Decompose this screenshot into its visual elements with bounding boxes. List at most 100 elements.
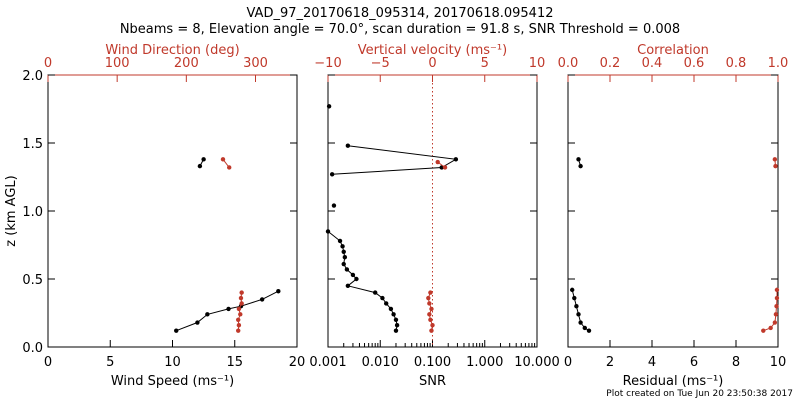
data-point [239,290,244,295]
data-point [428,317,433,322]
bottom-tick-label: 4 [648,355,656,370]
data-point [350,272,356,278]
data-point [238,312,243,317]
series-line [176,290,279,332]
data-point [393,317,399,322]
bottom-tick-label: 0.001 [309,355,346,370]
data-point [325,229,331,234]
bottom-tick-label: 0.100 [414,355,451,370]
data-point [426,295,431,301]
data-point [427,312,432,317]
top-tick-label: 10 [529,56,546,71]
top-tick-label: 0.4 [642,56,663,71]
data-point [773,312,779,317]
y-tick-label: 1.5 [22,137,43,152]
bottom-tick-label: 20 [289,355,306,370]
panel-snr-vertical-velocity: 0.001 0.010 0.100 1.000 10.000 SNR −10 −5 0 5 10 Ve… [309,43,559,389]
data-point [772,157,778,162]
bottom-tick-label: 0 [44,355,52,370]
top-tick-label: 0.6 [684,56,705,71]
data-point [259,297,265,302]
data-point [372,290,378,295]
data-point [428,290,433,295]
data-point [238,295,244,301]
panel-wind-speed-direction: 0 5 10 15 20 Wind Speed (ms⁻¹) 0 100 200 300 Wind … [4,43,305,389]
data-point [226,306,231,312]
data-point [586,328,592,333]
top-tick-label: 200 [174,56,199,71]
data-point [380,295,385,301]
data-point [236,317,241,322]
bottom-tick-label: 1.000 [466,355,503,370]
top-tick-label: 5 [481,56,489,71]
data-point [276,289,281,294]
data-point [774,287,780,293]
data-point [236,306,242,312]
data-point [572,295,577,301]
data-point [342,255,348,260]
figure-subtitle: Nbeams = 8, Elevation angle = 70.0°, sca… [120,22,680,37]
data-point [384,301,389,306]
data-point [429,306,434,312]
top-axis-label: Vertical velocity (ms⁻¹) [358,43,507,58]
data-point [236,328,241,333]
data-point [236,323,242,328]
data-point [341,261,346,267]
bottom-tick-label: 2 [606,355,614,370]
data-point [773,163,778,169]
bottom-tick-label: 10.000 [514,355,560,370]
top-tick-label: −10 [314,56,341,71]
data-point [201,157,206,162]
data-point [772,320,778,325]
top-tick-label: 0.8 [726,56,747,71]
data-point [578,320,583,325]
top-tick-label: 300 [243,56,268,71]
data-point [578,163,583,169]
data-point [393,328,399,333]
top-tick-label: 0.0 [558,56,579,71]
series-line [332,145,458,175]
plot-frame [567,74,779,348]
data-point [341,249,346,254]
bottom-tick-label: 8 [732,355,740,370]
data-point [340,244,345,249]
data-point [435,159,440,165]
top-axis-label: Correlation [637,43,709,58]
data-point [331,203,337,208]
bottom-tick-label: 10 [164,355,181,370]
top-tick-label: 1.0 [768,56,789,71]
data-point [394,323,400,328]
bottom-tick-label: 15 [226,355,243,370]
bottom-tick-label: 10 [770,355,787,370]
data-point [391,312,396,317]
data-point [574,304,579,309]
top-tick-label: −5 [371,56,390,71]
bottom-axis-label: Wind Speed (ms⁻¹) [111,374,234,389]
data-point [344,267,350,272]
data-point [326,104,332,109]
top-tick-label: 100 [105,56,130,71]
bottom-axis-label: SNR [419,374,446,389]
data-point [774,295,780,301]
panel-residual-correlation: 0 2 4 6 8 10 Residual (ms⁻¹) 0.0 0.2 0.4 0.6 0.8 1.0… [558,43,789,389]
y-tick-label: 0.5 [22,273,43,288]
data-point [337,238,343,244]
data-point [329,172,335,177]
data-point [227,165,232,170]
y-tick-label: 2.0 [22,69,43,84]
data-point [345,143,351,148]
data-point [197,163,203,169]
bottom-tick-label: 0.010 [362,355,399,370]
data-point [354,276,359,282]
data-point [761,328,766,333]
data-point [427,301,432,306]
data-point [570,287,575,293]
data-point [388,306,394,312]
data-point [220,157,226,162]
top-tick-label: 0 [428,56,436,71]
data-point [174,328,179,333]
data-point [442,165,448,170]
data-point [239,301,244,306]
data-point [582,325,587,331]
bottom-axis-label: Residual (ms⁻¹) [623,374,724,389]
